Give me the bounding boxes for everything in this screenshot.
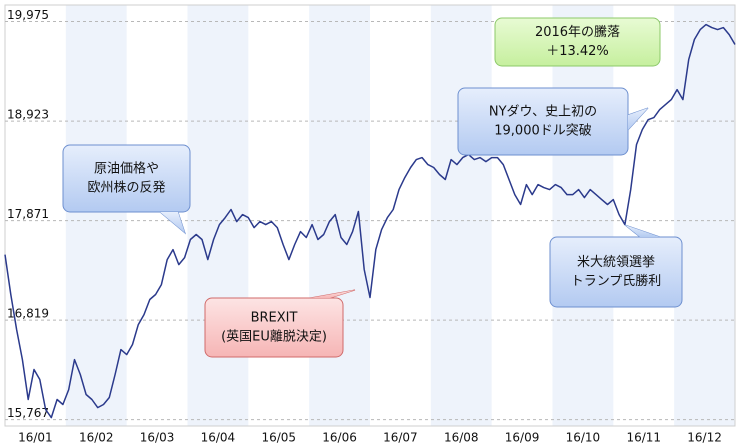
month-band: [552, 5, 614, 426]
callout-pointer-fill: [310, 290, 355, 298]
y-tick-label: 18,923: [7, 108, 49, 122]
month-band: [187, 5, 249, 426]
price-line: [4, 23, 736, 419]
annotation-text: 原油価格や: [94, 161, 159, 177]
x-tick-label: 16/05: [261, 431, 296, 445]
x-tick-label: 16/02: [79, 431, 114, 445]
annotation-text: ＋13.42%: [546, 44, 609, 59]
y-tick-label: 15,767: [7, 406, 49, 420]
annotation-text: トランプ氏勝利: [571, 274, 662, 289]
callout-box: [62, 144, 191, 213]
x-tick-label: 16/10: [566, 431, 601, 445]
month-band: [309, 5, 370, 426]
callout-box: [494, 17, 661, 67]
callout-box: [204, 297, 344, 358]
x-tick-label: 16/03: [140, 431, 175, 445]
y-tick-label: 19,975: [7, 8, 49, 22]
annotation-text: 米大統領選挙: [577, 254, 655, 270]
month-band: [65, 5, 127, 426]
annotation-text: 19,000ドル突破: [494, 123, 592, 139]
annotation-text: NYダウ、史上初の: [489, 105, 597, 120]
x-tick-label: 16/07: [383, 431, 418, 445]
annotation-text: 2016年の騰落: [535, 24, 620, 40]
month-band: [674, 5, 735, 426]
callout-box: [457, 87, 629, 156]
x-tick-label: 16/09: [505, 431, 540, 445]
x-tick-label: 16/11: [626, 431, 661, 445]
annotation-text: (英国EU離脱決定): [221, 330, 327, 345]
x-tick-label: 16/04: [201, 431, 236, 445]
x-tick-label: 16/12: [687, 431, 722, 445]
month-band: [430, 5, 492, 426]
callout-box: [549, 236, 683, 308]
callout-pointer-fill: [160, 212, 185, 233]
x-tick-label: 16/06: [322, 431, 357, 445]
annotation-text: 欧州株の反発: [87, 181, 165, 196]
x-tick-label: 16/01: [18, 431, 53, 445]
callout-pointer-fill: [628, 108, 648, 130]
plot-border: [4, 4, 736, 427]
y-tick-label: 16,819: [7, 307, 49, 321]
callout-pointer-fill: [625, 225, 660, 237]
x-tick-label: 16/08: [444, 431, 479, 445]
annotation-text: BREXIT: [251, 311, 298, 326]
y-tick-label: 17,871: [7, 207, 49, 221]
